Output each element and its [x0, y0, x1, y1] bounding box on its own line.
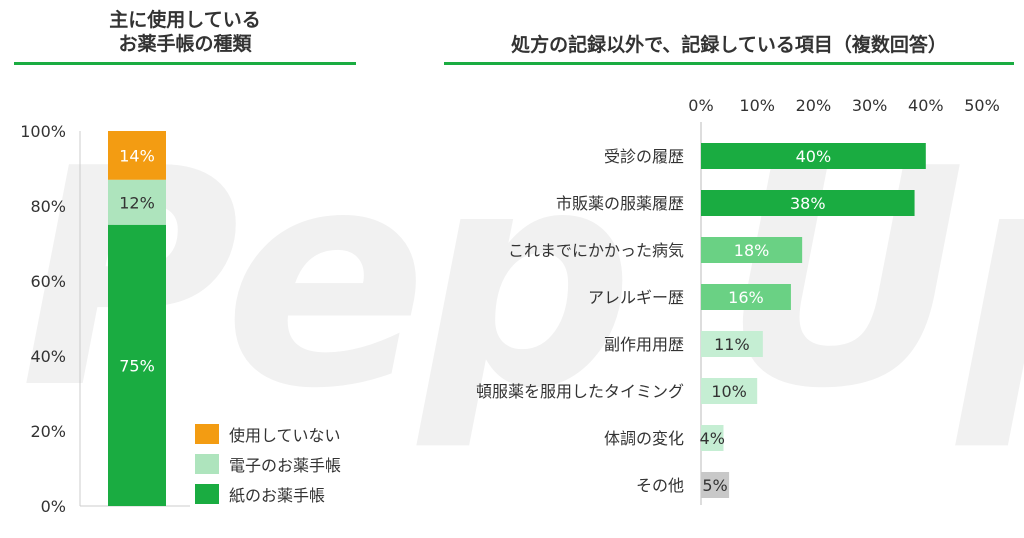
x-tick-label: 50%: [964, 96, 1000, 115]
bar-value-label: 18%: [734, 241, 770, 260]
left-title-underline: [14, 62, 356, 65]
bar-value-label: 10%: [711, 382, 747, 401]
legend-swatch: [195, 454, 219, 474]
category-label: 体調の変化: [604, 429, 684, 448]
y-tick-label: 100%: [20, 122, 66, 141]
left-title-line-1: 主に使用している: [109, 9, 261, 31]
horizontal-bar: [701, 378, 758, 404]
stacked-bar-segment: [108, 224, 166, 506]
category-label: 頓服薬を服用したタイミング: [476, 382, 684, 401]
legend-label: 電子のお薬手帳: [229, 456, 342, 475]
category-label: これまでにかかった病気: [508, 241, 684, 260]
y-tick-label: 20%: [30, 422, 66, 441]
horizontal-bar: [701, 143, 926, 169]
horizontal-bar: [701, 237, 803, 263]
horizontal-bar: [701, 472, 730, 498]
horizontal-bar: [701, 284, 791, 310]
bar-value-label: 16%: [728, 288, 764, 307]
right-chart-title: 処方の記録以外で、記録している項目（複数回答）: [511, 34, 947, 56]
stacked-bar-segment: [108, 179, 166, 225]
legend-item-unused: 使用していない: [195, 419, 341, 449]
y-tick-label: 40%: [30, 347, 66, 366]
y-tick-label: 0%: [41, 497, 66, 516]
stacked-bar-label: 75%: [119, 356, 155, 375]
category-label: 副作用用歴: [604, 335, 684, 354]
category-label: その他: [636, 476, 684, 495]
bar-value-label: 40%: [796, 147, 832, 166]
stacked-bar-label: 14%: [119, 146, 155, 165]
stacked-bar-label: 12%: [119, 193, 155, 212]
category-label: 市販薬の服薬履歴: [556, 194, 684, 213]
bar-value-label: 4%: [700, 429, 725, 448]
x-tick-label: 40%: [908, 96, 944, 115]
horizontal-bar: [701, 190, 915, 216]
legend-label: 紙のお薬手帳: [229, 486, 326, 505]
x-tick-label: 0%: [688, 96, 713, 115]
category-label: 受診の履歴: [604, 147, 684, 166]
x-tick-label: 10%: [739, 96, 775, 115]
y-tick-label: 80%: [30, 197, 66, 216]
left-chart-legend: 使用していない 電子のお薬手帳 紙のお薬手帳: [195, 419, 341, 509]
x-tick-label: 20%: [796, 96, 832, 115]
left-title-line-2: お薬手帳の種類: [118, 33, 252, 55]
left-chart-title: 主に使用している お薬手帳の種類: [14, 8, 356, 56]
stacked-bar-segment: [108, 131, 166, 180]
bar-value-label: 11%: [714, 335, 750, 354]
bar-value-label: 5%: [702, 476, 727, 495]
x-tick-label: 30%: [852, 96, 888, 115]
legend-swatch: [195, 424, 219, 444]
legend-label: 使用していない: [229, 426, 341, 445]
y-tick-label: 60%: [30, 272, 66, 291]
category-label: アレルギー歴: [588, 288, 684, 307]
horizontal-bar: [701, 331, 763, 357]
legend-item-digital: 電子のお薬手帳: [195, 449, 341, 479]
horizontal-bar: [701, 425, 724, 451]
legend-item-paper: 紙のお薬手帳: [195, 479, 341, 509]
legend-swatch: [195, 484, 219, 504]
right-title-underline: [444, 62, 1014, 65]
bar-value-label: 38%: [790, 194, 826, 213]
